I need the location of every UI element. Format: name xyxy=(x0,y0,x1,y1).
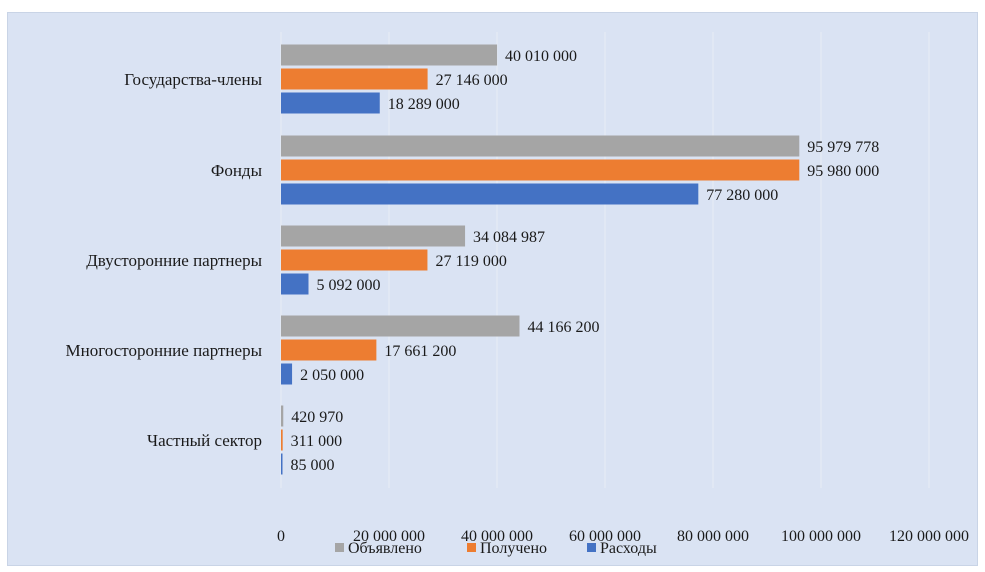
category-label: Многосторонние партнеры xyxy=(66,341,263,360)
data-label: 44 166 200 xyxy=(527,319,599,336)
x-tick-label: 0 xyxy=(277,528,285,545)
data-label: 95 980 000 xyxy=(807,163,879,180)
bar xyxy=(281,405,284,427)
x-tick-label: 120 000 000 xyxy=(889,528,969,545)
data-label: 17 661 200 xyxy=(384,343,456,360)
bar xyxy=(281,273,309,295)
category-label: Частный сектор xyxy=(147,431,262,450)
bar xyxy=(281,429,283,451)
bar xyxy=(281,315,520,337)
bar xyxy=(281,363,293,385)
legend-label: Получено xyxy=(480,540,547,557)
bar xyxy=(281,453,283,475)
category-label: Двусторонние партнеры xyxy=(86,251,262,270)
data-label: 420 970 xyxy=(291,409,343,426)
x-tick-label: 20 000 000 xyxy=(353,528,425,545)
x-tick-label: 100 000 000 xyxy=(781,528,861,545)
data-label: 34 084 987 xyxy=(473,229,545,246)
bar xyxy=(281,44,498,66)
data-label: 77 280 000 xyxy=(706,187,778,204)
x-tick-label: 80 000 000 xyxy=(677,528,749,545)
legend-label: Расходы xyxy=(600,540,657,557)
bar xyxy=(281,225,466,247)
data-label: 85 000 xyxy=(291,457,335,474)
data-label: 27 146 000 xyxy=(436,72,508,89)
data-label: 18 289 000 xyxy=(388,96,460,113)
data-label: 2 050 000 xyxy=(300,367,364,384)
x-tick-label: 60 000 000 xyxy=(569,528,641,545)
bar xyxy=(281,135,800,157)
legend-label: Объявлено xyxy=(348,540,422,557)
data-label: 95 979 778 xyxy=(807,139,879,156)
chart-area xyxy=(7,12,978,566)
x-tick-label: 40 000 000 xyxy=(461,528,533,545)
data-label: 40 010 000 xyxy=(505,48,577,65)
bar xyxy=(281,249,428,271)
legend-swatch xyxy=(335,543,344,552)
data-label: 311 000 xyxy=(291,433,342,450)
category-label: Государства-члены xyxy=(124,70,262,89)
bar xyxy=(281,183,699,205)
data-label: 5 092 000 xyxy=(316,277,380,294)
category-label: Фонды xyxy=(211,161,263,180)
bar xyxy=(281,339,377,361)
bar xyxy=(281,92,380,114)
data-label: 27 119 000 xyxy=(435,253,506,270)
legend-swatch xyxy=(587,543,596,552)
legend-swatch xyxy=(467,543,476,552)
bar xyxy=(281,159,800,181)
bar xyxy=(281,68,428,90)
